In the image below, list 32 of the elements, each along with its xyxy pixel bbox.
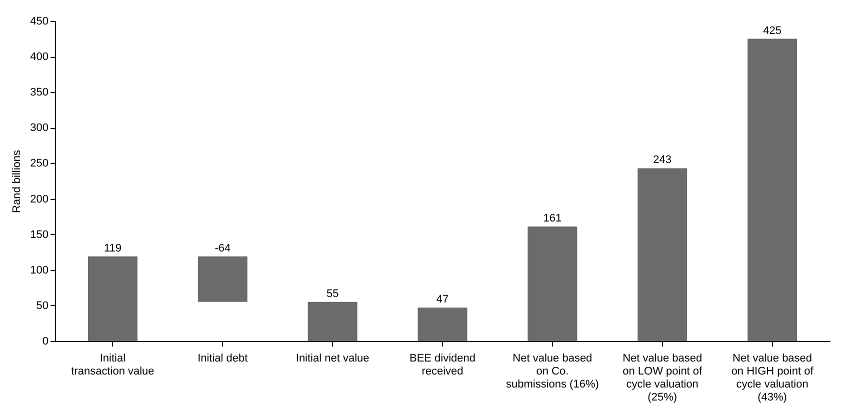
data-label: 55 [326,288,339,300]
y-tick-label: 150 [30,228,48,241]
y-tick-label: 50 [36,300,48,312]
x-tick-label: BEE dividend received [409,352,476,378]
bar [638,168,688,341]
y-tick-label: 200 [30,193,48,206]
y-tick-label: 350 [30,86,48,99]
bar [88,256,138,341]
bar [198,256,248,302]
y-axis-title: Rand billions [11,150,24,213]
x-tick-label: Net value based on HIGH point of cycle valuation (43%) [731,352,814,404]
x-tick-label: Net value based on Co. submissions (16%) [506,352,599,390]
x-tick-label: Net value based on LOW point of cycle valuation (25%) [622,352,704,404]
x-tick-label: Initial transaction value [71,352,154,378]
bar [748,38,798,341]
y-tick-label: 250 [30,158,48,170]
data-label: 161 [543,212,562,225]
y-tick-label: 100 [30,264,48,276]
y-tick-label: 300 [30,122,48,134]
bar [528,226,578,341]
data-label: 243 [653,154,672,166]
y-tick-label: 450 [30,16,48,28]
x-tick-label: Initial net value [296,352,370,364]
bar [418,308,468,341]
y-tick-label: 0 [42,336,48,348]
data-label: 119 [104,242,122,254]
x-tick-label: Initial debt [198,352,248,364]
bar [308,302,358,341]
data-label: 425 [763,24,782,37]
y-tick-label: 400 [30,51,48,64]
data-label: 47 [436,294,449,306]
data-label: -64 [214,242,231,254]
